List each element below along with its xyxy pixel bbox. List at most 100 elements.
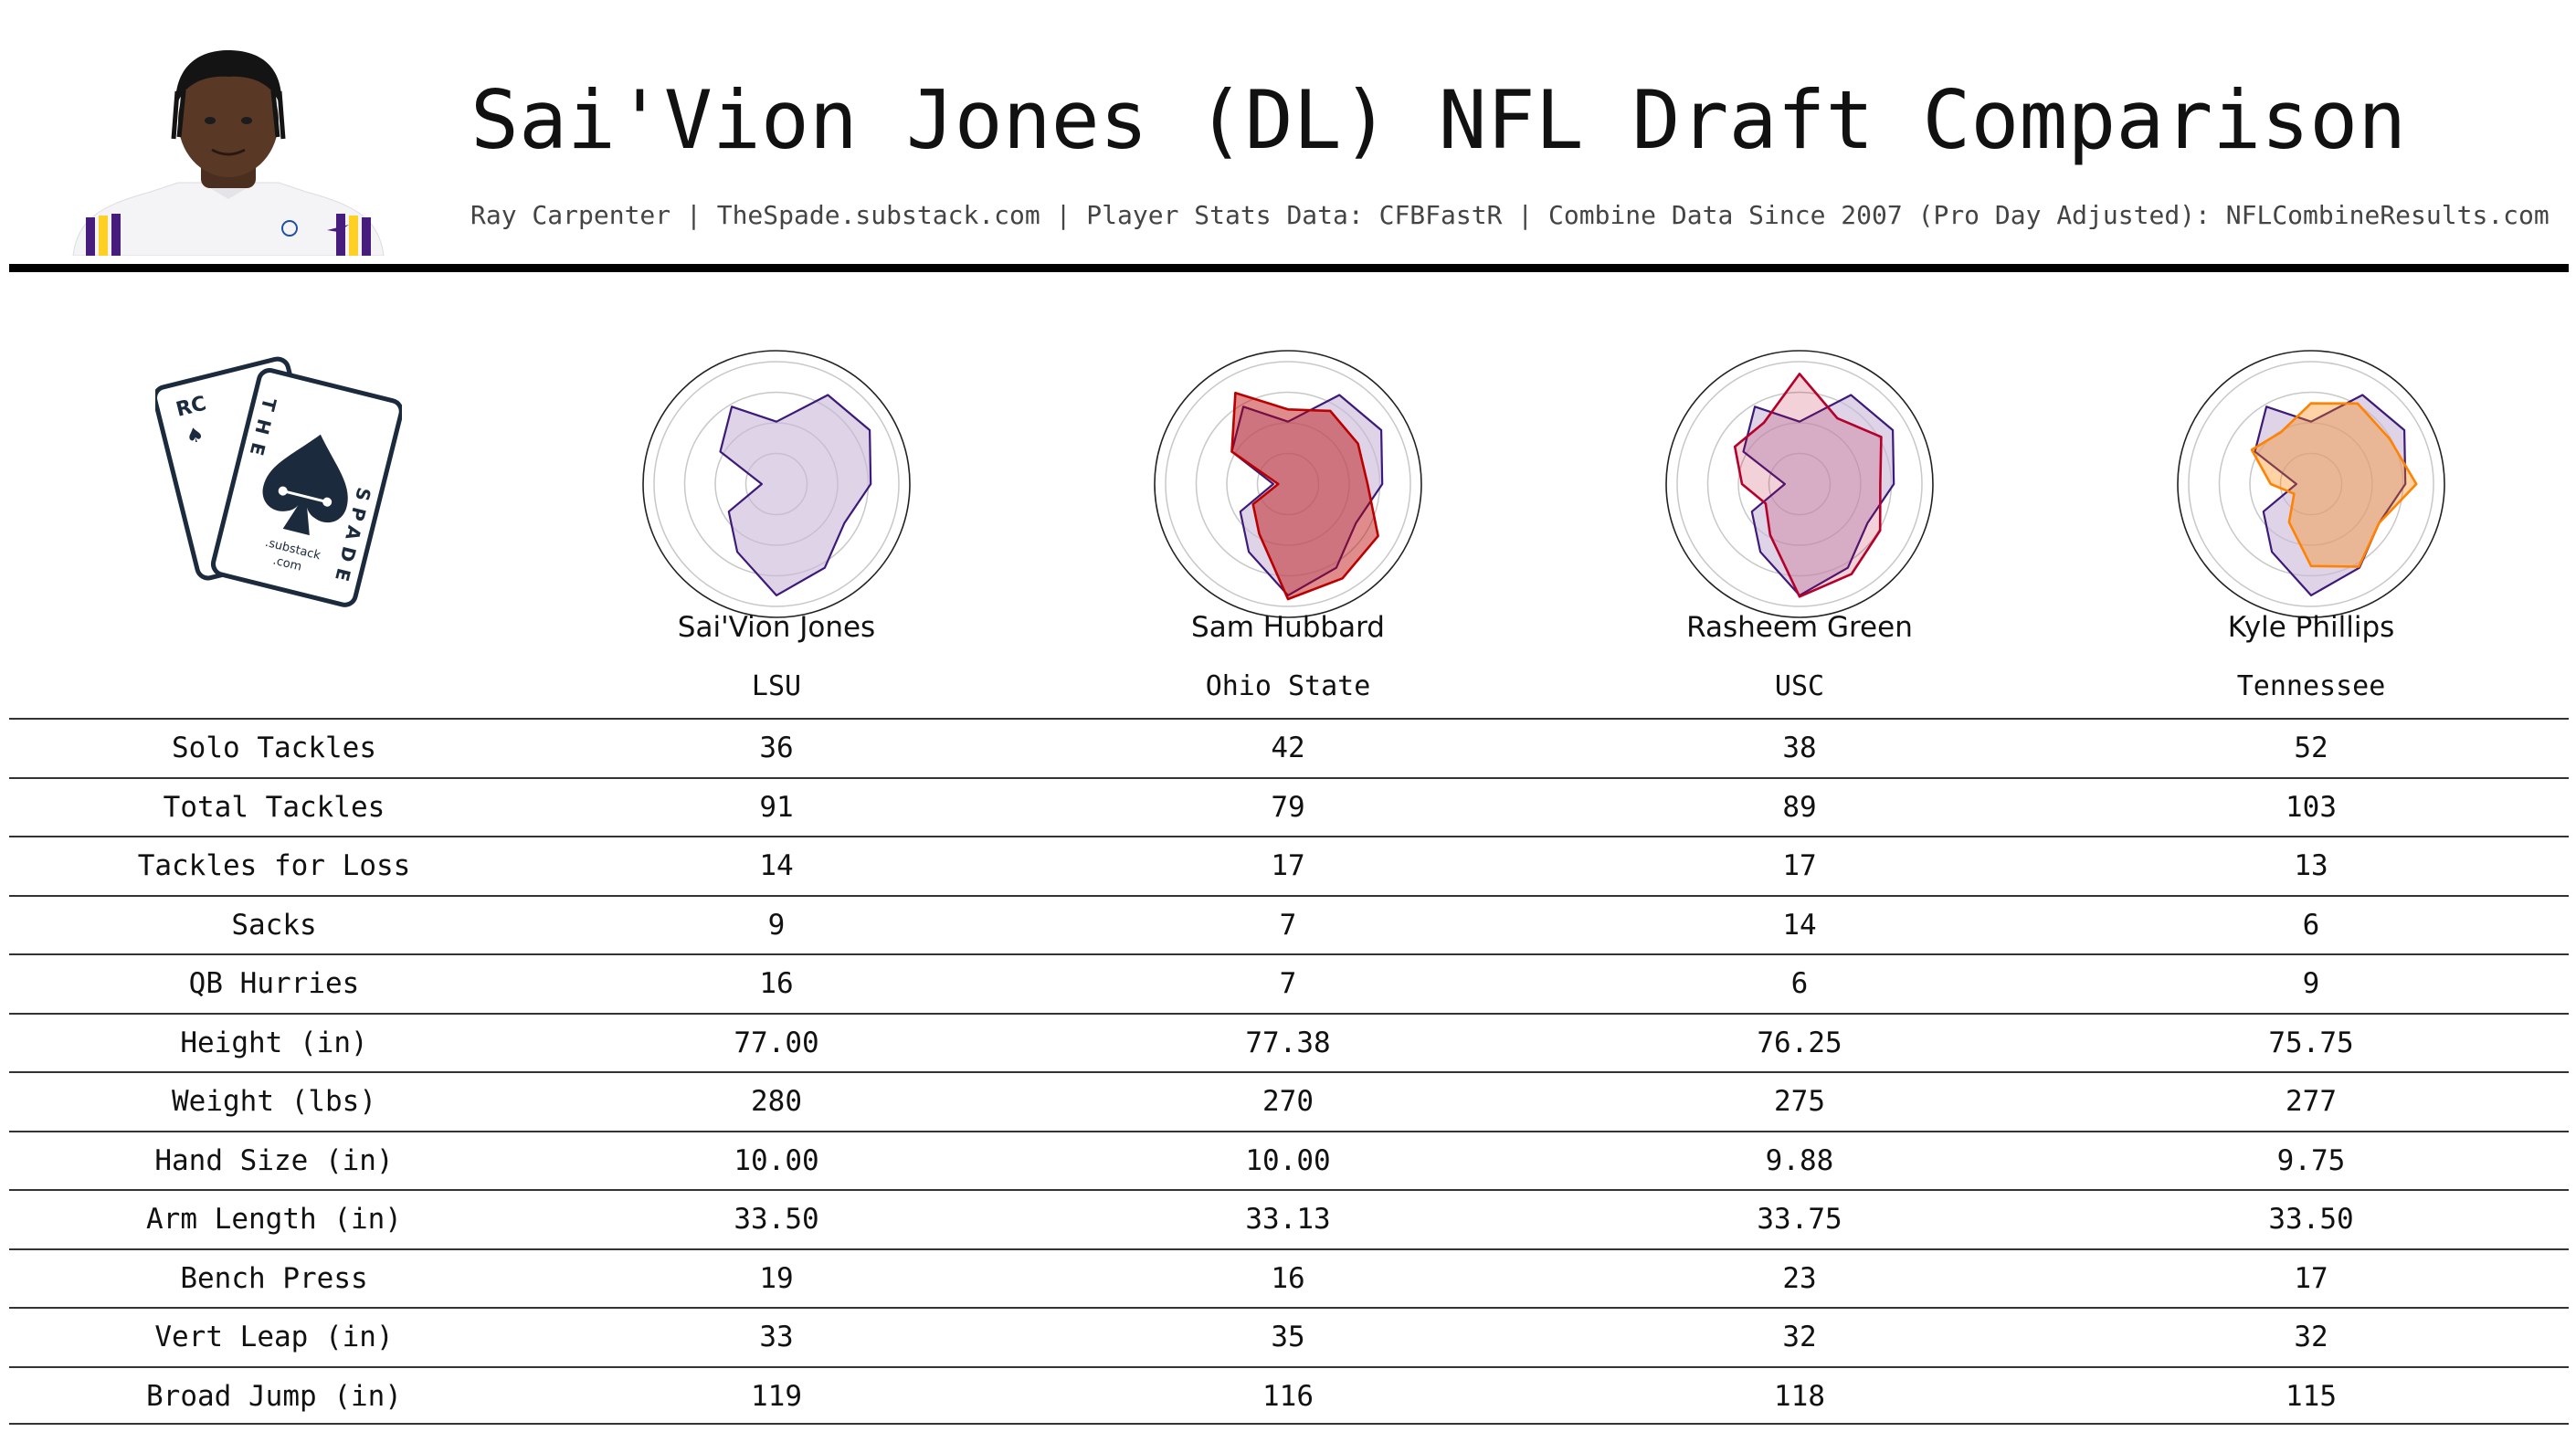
player-name: Rasheem Green [1686, 611, 1913, 644]
radar-series-sai-vion-jones [719, 394, 872, 596]
stat-value: 17 [2294, 1261, 2328, 1295]
radar-grid-ring [653, 361, 900, 607]
stat-value: 103 [2286, 790, 2337, 824]
stat-value: 33.75 [1757, 1203, 1842, 1236]
stat-value: 16 [1271, 1261, 1305, 1295]
table-row: QB Hurries 16 7 6 9 [9, 953, 2569, 1013]
player-school: USC [1774, 670, 1825, 702]
stat-value: 33.50 [734, 1203, 819, 1236]
stat-value: 76.25 [1757, 1026, 1842, 1059]
stat-value: 77.38 [1245, 1026, 1331, 1059]
stat-value: 6 [2302, 908, 2320, 942]
radar-outer-ring [1154, 350, 1422, 618]
stat-value: 75.75 [2268, 1026, 2354, 1059]
stat-value: 89 [1782, 790, 1817, 824]
player-name: Sam Hubbard [1191, 611, 1385, 644]
table-row: Weight (lbs) 280 270 275 277 [9, 1071, 2569, 1131]
stat-label: Total Tackles [163, 790, 385, 824]
stat-value: 10.00 [734, 1143, 819, 1177]
stat-value: 7 [1279, 967, 1297, 1000]
stat-value: 17 [1782, 849, 1817, 882]
stat-value: 77.00 [734, 1026, 819, 1059]
table-row: Vert Leap (in) 33 35 32 32 [9, 1307, 2569, 1366]
stat-value: 79 [1271, 790, 1305, 824]
stat-value: 36 [759, 732, 794, 764]
stat-value: 13 [2294, 849, 2328, 882]
radar-outer-ring [1665, 350, 1934, 618]
radar-chart-kyle-phillips [2177, 350, 2445, 618]
stat-value: 32 [1782, 1321, 1817, 1353]
stat-value: 115 [2286, 1379, 2337, 1413]
player-name: Kyle Phillips [2227, 611, 2395, 644]
stat-value: 33.13 [1245, 1203, 1331, 1236]
stat-value: 9.75 [2276, 1143, 2346, 1177]
stat-value: 17 [1271, 849, 1305, 882]
table-row: Tackles for Loss 14 17 17 13 [9, 836, 2569, 895]
table-row: Sacks 9 7 14 6 [9, 894, 2569, 954]
logo-com-text: .com [271, 553, 303, 574]
stat-value: 32 [2294, 1321, 2328, 1353]
stat-value: 7 [1279, 908, 1297, 942]
stat-label: Weight (lbs) [172, 1085, 376, 1118]
stat-label: Solo Tackles [172, 732, 376, 764]
table-row: Broad Jump (in) 119 116 118 115 [9, 1365, 2569, 1425]
stat-value: 10.00 [1245, 1143, 1331, 1177]
stat-value: 19 [759, 1261, 794, 1295]
stat-value: 33.50 [2268, 1203, 2354, 1236]
player-headshot [72, 50, 385, 256]
stat-value: 52 [2294, 732, 2328, 764]
radar-grid-ring [1165, 361, 1411, 607]
stat-value: 9 [767, 908, 786, 942]
stat-value: 91 [759, 790, 794, 824]
stat-label: Tackles for Loss [137, 849, 411, 882]
table-row: Hand Size (in) 10.00 10.00 9.88 9.75 [9, 1130, 2569, 1190]
stat-value: 275 [1774, 1085, 1825, 1118]
stat-value: 23 [1782, 1261, 1817, 1295]
stat-label: Arm Length (in) [146, 1203, 402, 1236]
stat-label: Bench Press [180, 1261, 368, 1295]
radar-outer-ring [2177, 350, 2445, 618]
radar-series-rasheem-green [1733, 373, 1883, 598]
radar-outer-ring [642, 350, 911, 618]
stat-value: 280 [751, 1085, 802, 1118]
stat-value: 35 [1271, 1321, 1305, 1353]
radar-series-sam-hubbard [1230, 391, 1379, 601]
page-title: Sai'Vion Jones (DL) NFL Draft Comparison [470, 73, 2407, 167]
table-row: Bench Press 19 16 23 17 [9, 1248, 2569, 1308]
stat-label: Height (in) [180, 1026, 368, 1059]
table-row: Arm Length (in) 33.50 33.13 33.75 33.50 [9, 1189, 2569, 1248]
stat-value: 119 [751, 1379, 802, 1413]
stat-value: 33 [759, 1321, 794, 1353]
radar-chart-rasheem-green [1665, 350, 1934, 618]
stat-value: 14 [1782, 908, 1817, 942]
stat-value: 270 [1262, 1085, 1314, 1118]
player-school: Tennessee [2236, 670, 2386, 702]
player-name: Sai'Vion Jones [677, 611, 876, 644]
stat-value: 6 [1790, 967, 1809, 1000]
player-school: LSU [751, 670, 802, 702]
stat-value: 118 [1774, 1379, 1825, 1413]
stat-value: 14 [759, 849, 794, 882]
stat-label: Vert Leap (in) [154, 1321, 394, 1353]
table-row: Solo Tackles 36 42 38 52 [9, 718, 2569, 777]
player-school: Ohio State [1205, 670, 1371, 702]
header-divider [9, 264, 2569, 272]
stat-label: Broad Jump (in) [146, 1379, 402, 1413]
stat-value: 9 [2302, 967, 2320, 1000]
stat-value: 116 [1262, 1379, 1314, 1413]
table-row: Height (in) 77.00 77.38 76.25 75.75 [9, 1012, 2569, 1072]
radar-chart-saivion-jones [642, 350, 911, 618]
page-subtitle: Ray Carpenter | TheSpade.substack.com | … [470, 200, 2550, 230]
stat-value: 277 [2286, 1085, 2337, 1118]
stat-label: Hand Size (in) [154, 1143, 394, 1177]
stat-value: 9.88 [1765, 1143, 1834, 1177]
stat-value: 42 [1271, 732, 1305, 764]
radar-series-kyle-phillips [2250, 402, 2418, 568]
stat-value: 38 [1782, 732, 1817, 764]
stats-table: Solo Tackles 36 42 38 52 Total Tackles 91 79 89 1… [9, 718, 2569, 1425]
the-spade-logo: RC ♠ THE SPADE .substack .com [155, 356, 402, 607]
table-row: Total Tackles 91 79 89 103 [9, 776, 2569, 837]
stat-label: Sacks [231, 908, 317, 942]
stat-value: 16 [759, 967, 794, 1000]
radar-chart-sam-hubbard [1154, 350, 1422, 618]
